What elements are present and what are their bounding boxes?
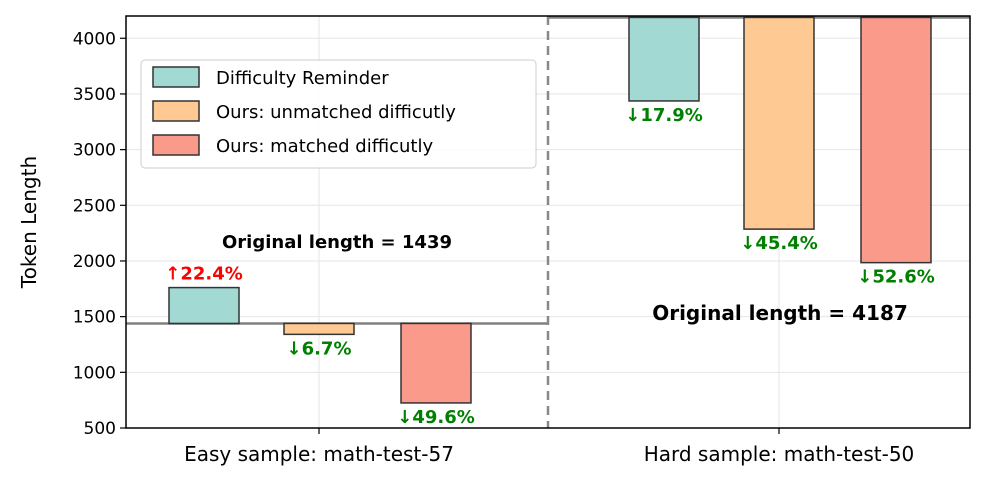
x-category-label: Easy sample: math-test-57: [184, 442, 454, 466]
y-tick-label: 500: [84, 419, 116, 439]
change-label: ↓45.4%: [740, 233, 818, 254]
y-tick-label: 3500: [73, 85, 116, 105]
y-axis-title: Token Length: [17, 156, 41, 289]
legend-swatch: [152, 66, 200, 88]
original-length-label: Original length = 4187: [652, 301, 908, 325]
change-label: ↓49.6%: [397, 407, 475, 428]
y-tick-label: 1500: [73, 308, 116, 328]
y-tick-label: 3000: [73, 141, 116, 161]
y-tick-label: 2500: [73, 196, 116, 216]
bar-difficulty-reminder: [168, 286, 240, 325]
legend: Difficulty Reminder Ours: unmatched diffi…: [140, 59, 537, 169]
bars: [168, 16, 932, 404]
change-label: ↑22.4%: [165, 264, 243, 285]
change-label: ↓52.6%: [857, 267, 935, 288]
legend-swatch: [152, 134, 200, 156]
original-length-label: Original length = 1439: [222, 232, 452, 253]
y-tick-label: 2000: [73, 252, 116, 272]
bar-ours-unmatched-difficutly: [283, 322, 355, 336]
plot-frame: [125, 15, 971, 429]
y-tick-label: 1000: [73, 363, 116, 383]
bar-ours-matched-difficutly: [400, 322, 472, 404]
change-label: ↓6.7%: [286, 338, 351, 359]
legend-swatch: [152, 100, 200, 122]
y-axis: 500 1000 1500 2000 2500 3000 3500 4000 Easy samp…: [73, 29, 915, 466]
legend-entry: Ours: matched difficutly: [216, 136, 433, 157]
change-label: ↓17.9%: [625, 105, 703, 126]
legend-box: [140, 59, 537, 169]
bar-ours-matched-difficutly: [860, 16, 932, 264]
bar-difficulty-reminder: [628, 16, 700, 102]
bar-ours-unmatched-difficutly: [743, 16, 815, 230]
legend-entry: Difficulty Reminder: [216, 68, 389, 89]
x-category-label: Hard sample: math-test-50: [644, 442, 915, 466]
legend-entry: Ours: unmatched difficutly: [216, 102, 456, 123]
y-tick-label: 4000: [73, 29, 116, 49]
bar-labels: ↑22.4% ↓6.7% ↓49.6% Original length = 1439 ↓…: [165, 105, 935, 428]
